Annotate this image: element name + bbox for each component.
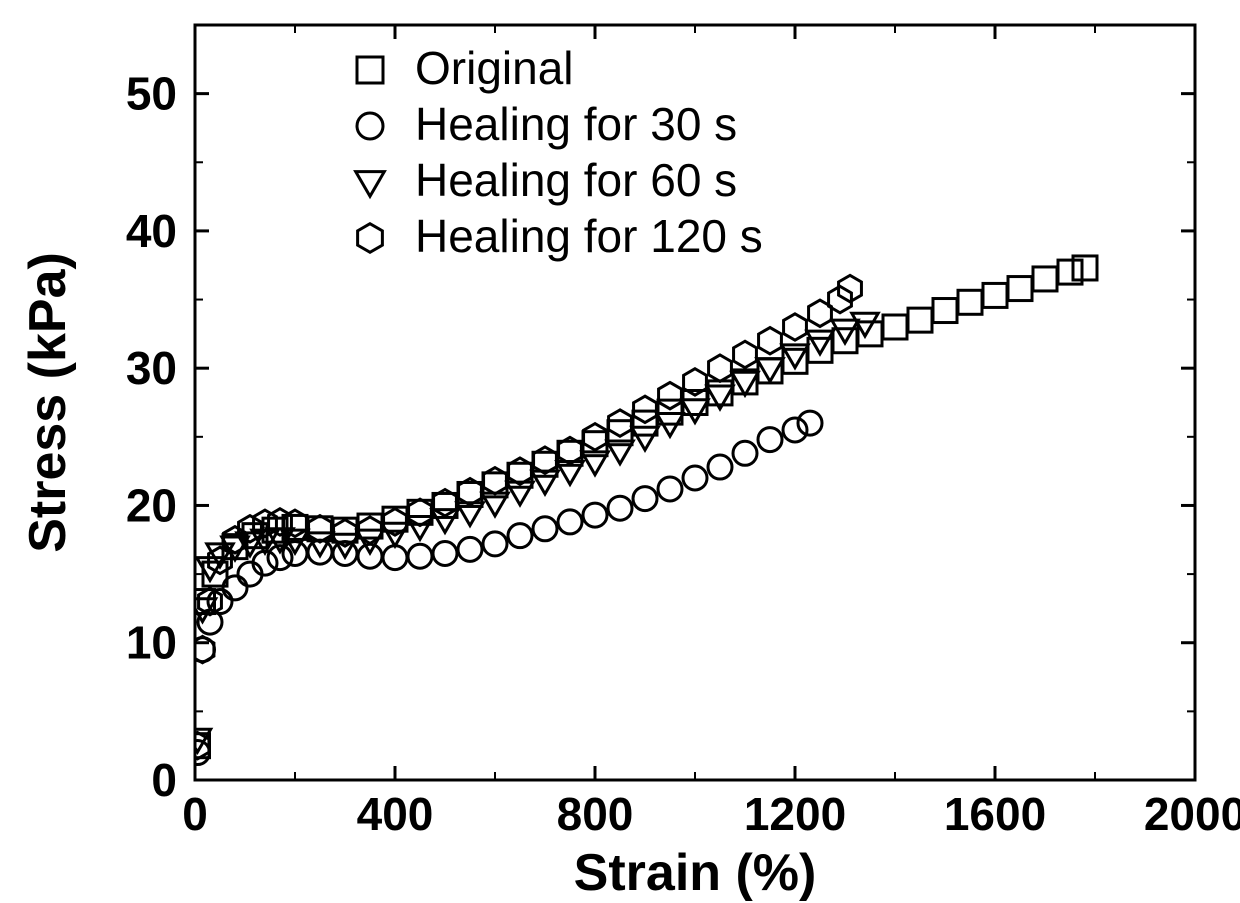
x-axis-label: Strain (%) xyxy=(574,844,817,902)
svg-text:20: 20 xyxy=(126,479,177,531)
legend-label: Original xyxy=(415,42,574,94)
legend-label: Healing for 30 s xyxy=(415,98,737,150)
svg-text:400: 400 xyxy=(357,788,434,840)
legend-label: Healing for 120 s xyxy=(415,210,763,262)
stress-strain-chart: 0 400 800 1200 1600 2000 0 10 20 30 40 50 Strain (%)… xyxy=(0,0,1240,903)
chart-svg: 0 400 800 1200 1600 2000 0 10 20 30 40 50 Strain (%)… xyxy=(0,0,1240,903)
series-original xyxy=(186,256,1098,758)
svg-text:800: 800 xyxy=(557,788,634,840)
legend-label: Healing for 60 s xyxy=(415,154,737,206)
svg-text:0: 0 xyxy=(151,754,177,806)
series-healing-for-30-s xyxy=(186,411,823,764)
y-axis-label: Stress (kPa) xyxy=(19,252,77,553)
svg-text:40: 40 xyxy=(126,205,177,257)
svg-text:1200: 1200 xyxy=(744,788,846,840)
svg-text:2000: 2000 xyxy=(1144,788,1240,840)
svg-text:0: 0 xyxy=(182,788,208,840)
svg-text:50: 50 xyxy=(126,68,177,120)
svg-text:10: 10 xyxy=(126,617,177,669)
svg-text:30: 30 xyxy=(126,342,177,394)
svg-text:1600: 1600 xyxy=(944,788,1046,840)
chart-legend: OriginalHealing for 30 sHealing for 60 s… xyxy=(356,42,763,262)
